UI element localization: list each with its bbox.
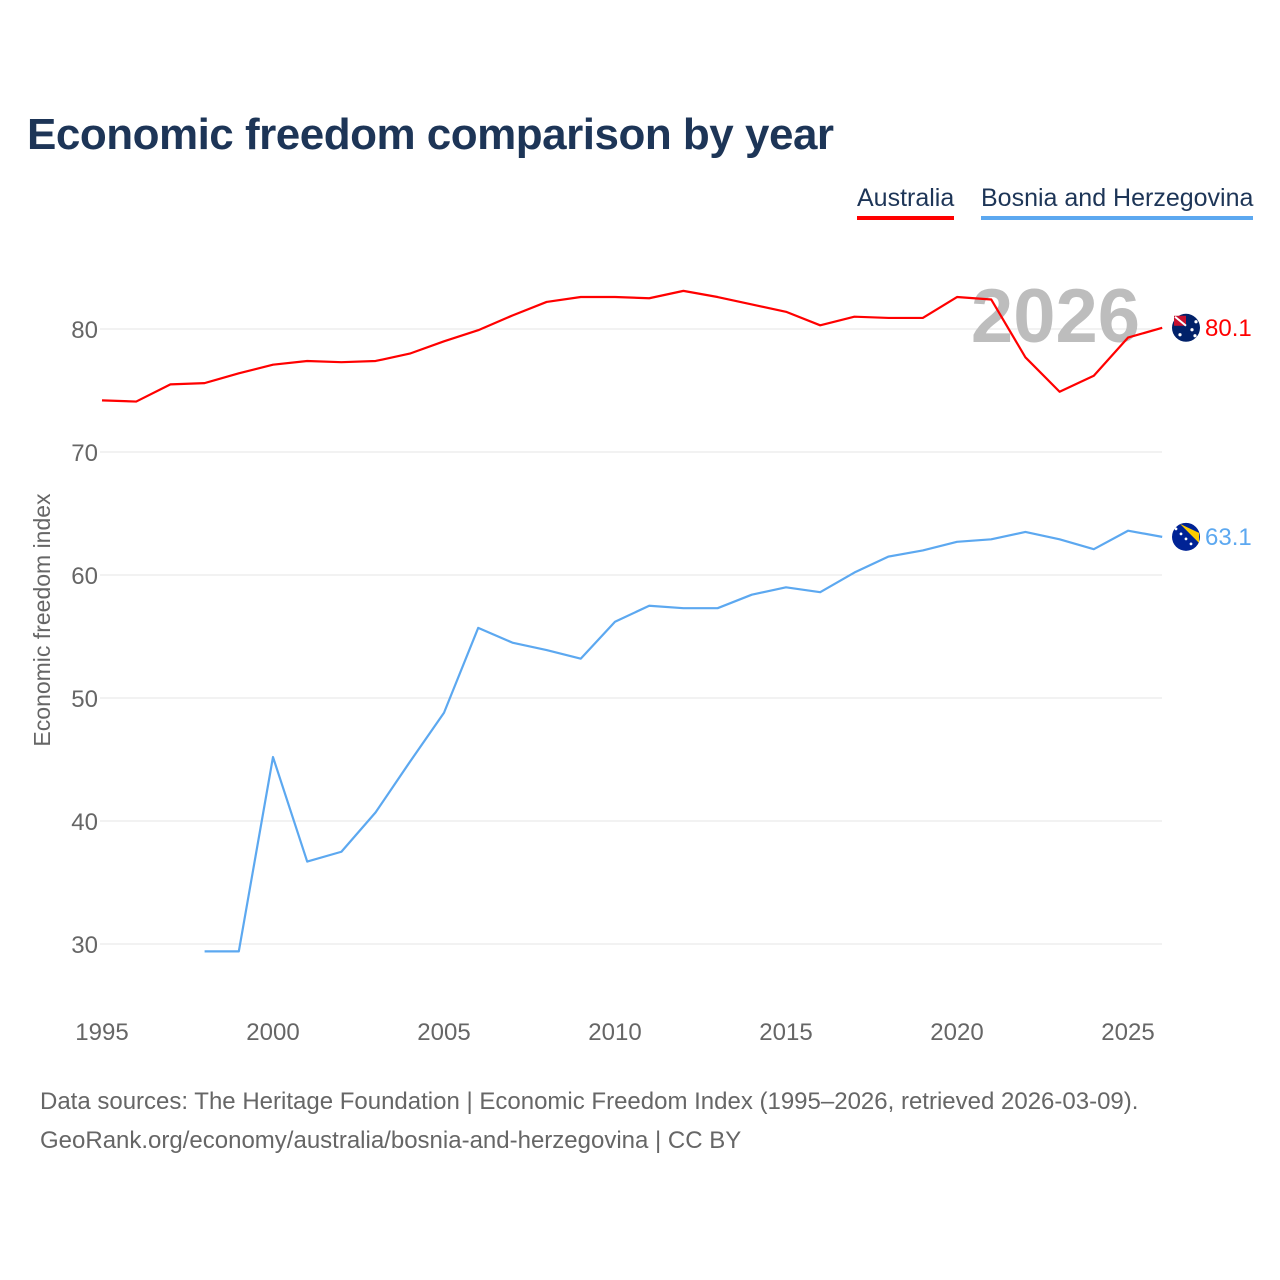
flag-star	[1194, 320, 1198, 324]
flag-star	[1178, 333, 1182, 337]
series-line-australia	[101, 289, 1163, 403]
y-tick-label: 70	[71, 440, 98, 467]
flag-triangle	[1180, 523, 1199, 543]
y-tick-label: 60	[71, 563, 98, 590]
flag-star	[1184, 537, 1188, 541]
flag-bg	[1172, 522, 1200, 551]
x-tick-label: 2010	[588, 1019, 641, 1046]
x-tick-label: 2025	[1101, 1019, 1154, 1046]
flag-union	[1174, 315, 1187, 327]
y-tick-label: 30	[71, 932, 98, 959]
footer-url[interactable]: GeoRank.org/economy/australia/bosnia-and…	[40, 1127, 742, 1154]
flag-star	[1193, 334, 1197, 338]
flag-star	[1179, 532, 1183, 536]
x-tick-label: 2005	[417, 1019, 470, 1046]
y-tick-label: 40	[71, 809, 98, 836]
y-tick-label: 50	[71, 686, 98, 713]
y-axis-label: Economic freedom index	[29, 493, 55, 747]
x-tick-label: 2020	[930, 1019, 983, 1046]
flag-star	[1189, 542, 1193, 546]
x-tick-label: 2000	[246, 1019, 299, 1046]
x-tick-label: 2015	[759, 1019, 812, 1046]
footer-sources: Data sources: The Heritage Foundation | …	[40, 1088, 1139, 1115]
series-line-bosnia	[204, 529, 1163, 953]
legend-bosnia[interactable]: Bosnia and Herzegovina	[981, 184, 1254, 220]
flag-star	[1190, 328, 1194, 332]
year-watermark: 2026	[971, 274, 1140, 359]
australia-flag-icon	[1172, 313, 1200, 342]
x-tick-label: 1995	[75, 1019, 128, 1046]
end-value-label: 63.1	[1205, 524, 1252, 551]
bosnia-flag-icon	[1172, 522, 1200, 551]
y-tick-label: 80	[71, 317, 98, 344]
legend-australia[interactable]: Australia	[857, 184, 955, 220]
end-value-label: 80.1	[1205, 315, 1252, 342]
flag-star	[1174, 527, 1178, 531]
chart-title: Economic freedom comparison by year	[27, 110, 834, 159]
